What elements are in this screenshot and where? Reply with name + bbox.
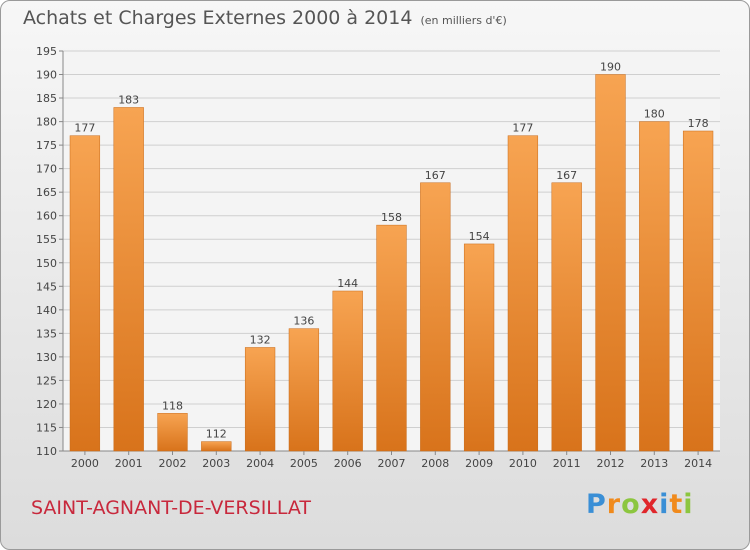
data-label: 180 — [644, 108, 665, 121]
y-tick-label: 170 — [36, 163, 57, 176]
bar — [288, 328, 320, 452]
data-label: 144 — [337, 277, 358, 290]
bar — [113, 107, 144, 452]
data-label: 136 — [293, 315, 314, 328]
x-tick-label: 2005 — [290, 457, 318, 470]
bar — [507, 135, 539, 452]
data-label: 190 — [600, 61, 621, 74]
bar — [332, 290, 363, 452]
data-label: 154 — [469, 230, 490, 243]
y-tick-label: 155 — [36, 233, 57, 246]
bar — [639, 121, 670, 452]
data-label: 167 — [425, 169, 446, 182]
data-label: 183 — [118, 93, 139, 106]
x-tick-label: 2002 — [159, 457, 187, 470]
bar — [682, 130, 714, 452]
x-tick-label: 2010 — [509, 457, 537, 470]
proxiti-logo: Proxiti — [586, 489, 694, 520]
x-tick-label: 2011 — [553, 457, 581, 470]
bar — [157, 413, 188, 452]
y-tick-label: 125 — [36, 374, 57, 387]
y-tick-label: 130 — [36, 351, 57, 364]
x-tick-label: 2013 — [640, 457, 668, 470]
bar — [551, 182, 582, 452]
y-tick-label: 195 — [36, 45, 57, 58]
data-label: 118 — [162, 399, 183, 412]
bar — [420, 182, 451, 452]
y-tick-label: 120 — [36, 398, 57, 411]
y-tick-label: 115 — [36, 421, 57, 434]
logo-letter: x — [640, 489, 660, 520]
y-tick-label: 185 — [36, 92, 57, 105]
bar — [463, 243, 495, 452]
y-tick-label: 175 — [36, 139, 57, 152]
x-tick-label: 2003 — [202, 457, 230, 470]
x-tick-label: 2001 — [115, 457, 143, 470]
logo-letter: P — [586, 489, 607, 520]
data-label: 177 — [74, 122, 95, 135]
chart-title-text: Achats et Charges Externes 2000 à 2014 — [23, 7, 413, 29]
x-tick-label: 2014 — [684, 457, 712, 470]
y-tick-label: 150 — [36, 257, 57, 270]
data-label: 167 — [556, 169, 577, 182]
y-tick-label: 135 — [36, 327, 57, 340]
y-tick-label: 160 — [36, 210, 57, 223]
logo-letter: o — [621, 489, 641, 520]
x-tick-label: 2006 — [334, 457, 362, 470]
data-label: 132 — [250, 333, 271, 346]
y-tick-label: 190 — [36, 69, 57, 82]
bar — [69, 135, 101, 452]
x-tick-label: 2009 — [465, 457, 493, 470]
logo-letter: i — [659, 489, 670, 520]
logo-letter: t — [669, 489, 684, 520]
bar — [244, 347, 276, 452]
y-tick-label: 140 — [36, 304, 57, 317]
chart-title: Achats et Charges Externes 2000 à 2014 (e… — [23, 7, 507, 29]
x-tick-label: 2007 — [378, 457, 406, 470]
logo-letter: i — [683, 489, 694, 520]
chart-unit: (en milliers d'€) — [420, 14, 507, 27]
y-tick-label: 165 — [36, 186, 57, 199]
x-tick-label: 2004 — [246, 457, 274, 470]
data-label: 112 — [206, 428, 227, 441]
commune-name: SAINT-AGNANT-DE-VERSILLAT — [31, 497, 312, 519]
y-tick-label: 110 — [36, 445, 57, 458]
logo-letter: r — [606, 489, 622, 520]
data-label: 158 — [381, 211, 402, 224]
data-label: 178 — [688, 117, 709, 130]
y-tick-label: 180 — [36, 116, 57, 129]
y-tick-label: 145 — [36, 280, 57, 293]
x-tick-label: 2008 — [421, 457, 449, 470]
x-tick-label: 2000 — [71, 457, 99, 470]
bar — [595, 74, 626, 452]
bar — [376, 224, 407, 452]
data-label: 177 — [512, 122, 533, 135]
x-tick-label: 2012 — [597, 457, 625, 470]
bar — [201, 441, 232, 452]
